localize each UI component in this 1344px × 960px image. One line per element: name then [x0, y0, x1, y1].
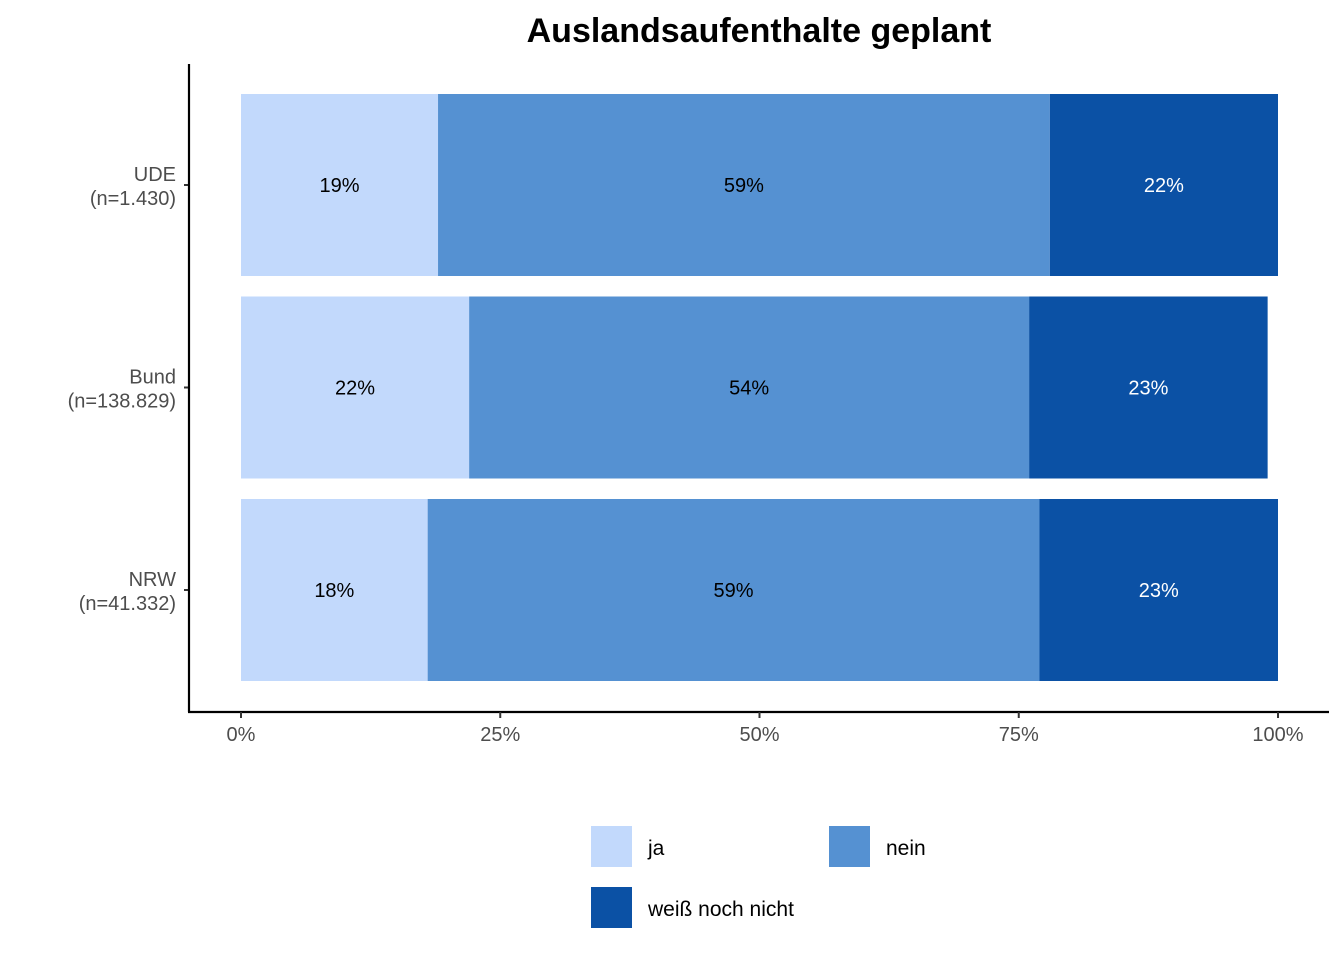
bar-label-nrw-nein: 59%	[714, 580, 754, 602]
bar-bund-ja	[241, 296, 470, 479]
legend-label-ja: ja	[647, 837, 665, 860]
bar-row-nrw: 18% 59% 23%	[241, 499, 1278, 681]
x-tick-label-0: 0%	[227, 724, 256, 746]
y-tick-sublabel-ude: (n=1.430)	[90, 188, 176, 210]
chart-title: Auslandsaufenthalte geplant	[527, 12, 992, 50]
y-tick-label-bund: Bund	[129, 367, 176, 389]
bar-row-bund: 22% 54% 23%	[241, 296, 1268, 479]
legend-swatch-wei-noch-nicht	[591, 887, 632, 928]
legend-label-nein: nein	[886, 837, 926, 860]
legend: ja nein weiß noch nicht	[591, 826, 926, 928]
legend-label-wei-noch-nicht: weiß noch nicht	[647, 898, 794, 921]
bar-label-bund-nein: 54%	[729, 378, 769, 400]
bar-nrw-ja	[241, 499, 428, 681]
x-tick-label-4: 100%	[1252, 724, 1303, 746]
bar-nrw-wei-noch-nicht	[1039, 499, 1278, 681]
bar-ude-nein	[438, 94, 1050, 276]
legend-swatch-nein	[829, 826, 870, 867]
bar-label-nrw-ja: 18%	[314, 580, 354, 602]
x-tick-label-1: 25%	[480, 724, 520, 746]
legend-item-ja: ja	[591, 826, 665, 867]
y-tick-sublabel-nrw: (n=41.332)	[79, 593, 176, 615]
bar-label-bund-ja: 22%	[335, 378, 375, 400]
legend-item-nein: nein	[829, 826, 926, 867]
y-tick-sublabel-bund: (n=138.829)	[68, 391, 176, 413]
x-axis: 0% 25% 50% 75% 100%	[188, 710, 1329, 746]
x-tick-label-2: 50%	[739, 724, 779, 746]
x-tick-label-3: 75%	[999, 724, 1039, 746]
y-axis: UDE(n=1.430) Bund(n=138.829) NRW(n=41.332)	[68, 64, 191, 712]
bar-label-ude-wei-noch-nicht: 22%	[1144, 175, 1184, 197]
bar-ude-wei-noch-nicht	[1049, 94, 1278, 276]
bar-label-ude-ja: 19%	[319, 175, 359, 197]
plot-area: 19% 59% 22% 22% 54% 23% 18% 59% 23%	[241, 94, 1278, 681]
bar-bund-wei-noch-nicht	[1029, 296, 1268, 479]
bar-label-nrw-wei-noch-nicht: 23%	[1139, 580, 1179, 602]
y-tick-label-nrw: NRW	[129, 569, 177, 591]
bar-ude-ja	[241, 94, 439, 276]
bar-label-bund-wei-noch-nicht: 23%	[1128, 378, 1168, 400]
legend-swatch-ja	[591, 826, 632, 867]
bar-nrw-nein	[427, 499, 1040, 681]
bar-label-ude-nein: 59%	[724, 175, 764, 197]
y-tick-label-ude: UDE	[134, 164, 176, 186]
bar-row-ude: 19% 59% 22%	[241, 94, 1278, 276]
legend-item-wei-noch-nicht: weiß noch nicht	[591, 887, 794, 928]
bar-bund-nein	[469, 296, 1030, 479]
